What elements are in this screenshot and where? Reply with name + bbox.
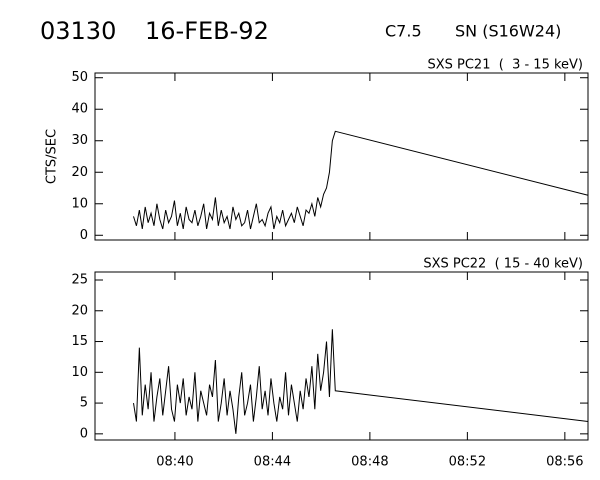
panel-title: SXS PC22 ( 15 - 40 keV) — [423, 257, 583, 272]
y-tick-label: 10 — [71, 365, 88, 380]
y-tick-label: 50 — [71, 70, 88, 85]
y-tick-label: 0 — [80, 228, 88, 243]
y-tick-label: 30 — [71, 133, 88, 148]
x-tick-label: 08:56 — [546, 455, 583, 470]
y-axis-label: CTS/SEC — [45, 129, 60, 184]
x-tick-label: 08:40 — [156, 455, 193, 470]
y-tick-label: 40 — [71, 102, 88, 117]
y-tick-label: 20 — [71, 165, 88, 180]
y-tick-label: 20 — [71, 303, 88, 318]
y-tick-label: 5 — [80, 396, 88, 411]
y-tick-label: 15 — [71, 334, 88, 349]
data-line — [133, 329, 589, 434]
x-tick-label: 08:44 — [254, 455, 291, 470]
x-tick-label: 08:52 — [449, 455, 486, 470]
flare-class: C7.5 — [385, 22, 422, 41]
plot-frame — [94, 271, 589, 441]
data-line — [133, 130, 589, 230]
y-tick-label: 10 — [71, 196, 88, 211]
y-tick-label: 0 — [80, 426, 88, 441]
x-tick-label: 08:48 — [351, 455, 388, 470]
plot-frame — [94, 72, 589, 241]
event-date: 16-FEB-92 — [145, 17, 269, 45]
y-tick-label: 25 — [71, 273, 88, 288]
event-id: 03130 — [40, 17, 116, 45]
panel-title: SXS PC21 ( 3 - 15 keV) — [427, 58, 583, 73]
flare-location: SN (S16W24) — [455, 22, 561, 41]
